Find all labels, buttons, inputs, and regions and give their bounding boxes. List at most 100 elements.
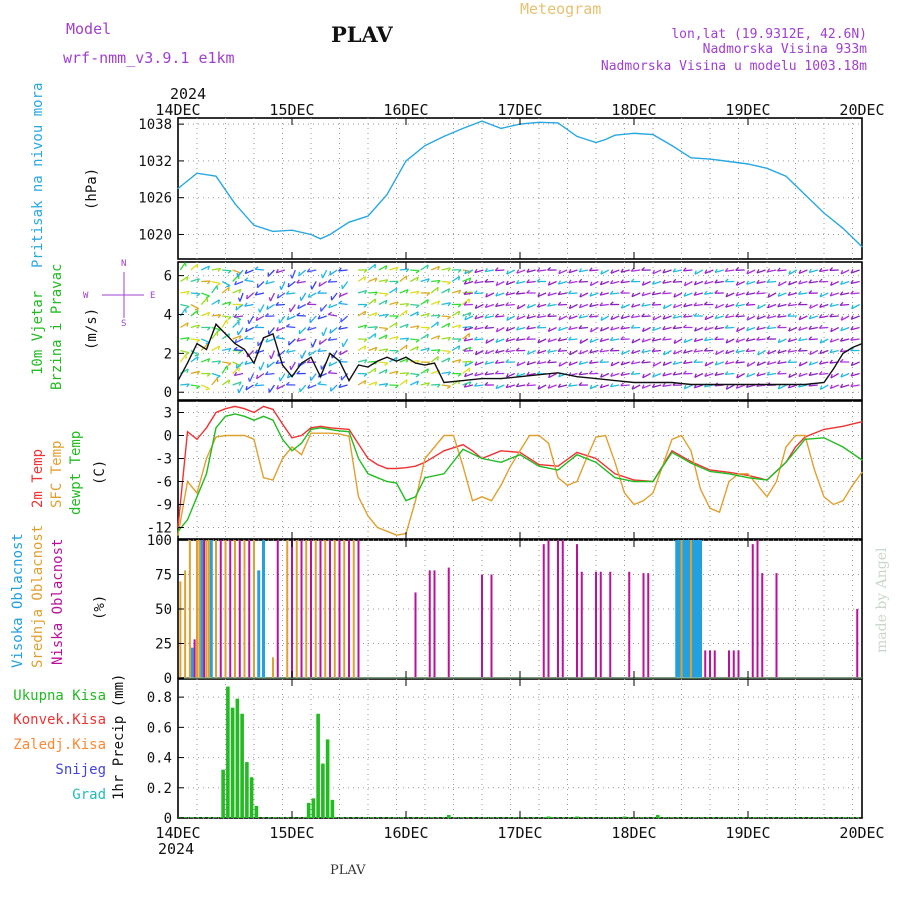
data-point: [728, 384, 729, 385]
data-point: [795, 435, 796, 436]
data-point: [861, 421, 862, 422]
cloud-bar: [320, 540, 322, 678]
y-tick-label: 75: [155, 568, 172, 584]
precip-bar: [326, 739, 330, 818]
cloud-bar: [856, 609, 858, 678]
wind-barb-head: [469, 333, 470, 337]
wind-barb-head: [406, 310, 407, 314]
data-point: [177, 188, 178, 189]
data-point: [795, 446, 796, 447]
data-point: [405, 160, 406, 161]
data-point: [766, 168, 767, 169]
data-point: [339, 430, 340, 431]
precip-bar: [221, 770, 225, 818]
data-point: [396, 482, 397, 483]
data-point: [500, 128, 501, 129]
panel-precip: [178, 679, 862, 818]
wind-barb: [328, 373, 337, 374]
data-point: [443, 435, 444, 436]
y-tick-label: 2: [164, 346, 172, 362]
precip-bar: [245, 762, 249, 818]
data-point: [196, 496, 197, 497]
wind-label-2: Brzina i Pravac: [49, 264, 65, 390]
data-point: [633, 382, 634, 383]
data-point: [377, 477, 378, 478]
y-tick-label: 1026: [138, 191, 172, 207]
wind-barb-head: [267, 364, 268, 368]
wind-barb-head: [299, 272, 300, 276]
data-point: [747, 384, 748, 385]
cloud-bar: [415, 592, 417, 678]
wind-barb-head: [278, 294, 279, 298]
data-point: [557, 372, 558, 373]
precip-legend-total: Ukupna Kisa: [13, 688, 106, 704]
data-point: [187, 481, 188, 482]
data-point: [842, 426, 843, 427]
data-point: [652, 134, 653, 135]
data-point: [633, 481, 634, 482]
data-point: [215, 324, 216, 325]
cloud-bar: [557, 540, 559, 678]
cloud-bar: [334, 540, 336, 678]
data-point: [272, 479, 273, 480]
cloud-bar: [728, 650, 730, 678]
data-point: [272, 231, 273, 232]
precip-bar: [547, 816, 551, 818]
data-point: [709, 158, 710, 159]
data-point: [652, 481, 653, 482]
data-point: [272, 409, 273, 410]
data-point: [367, 215, 368, 216]
data-point: [633, 479, 634, 480]
data-point: [624, 492, 625, 493]
data-point: [738, 473, 739, 474]
data-point: [234, 343, 235, 344]
data-point: [595, 436, 596, 437]
wind-barb-head: [290, 308, 291, 312]
data-point: [538, 466, 539, 467]
wind-barb-head: [375, 368, 376, 372]
data-point: [671, 439, 672, 440]
wind-barb-head: [375, 334, 376, 338]
wind-barb-head: [279, 377, 280, 381]
data-point: [766, 384, 767, 385]
data-point: [548, 443, 549, 444]
cloud-bar: [576, 544, 578, 678]
wind-barb: [191, 293, 200, 294]
precip-unit: 1hr Precip (mm): [111, 674, 127, 800]
data-point: [747, 163, 748, 164]
cloud-bar: [752, 544, 754, 678]
data-point: [225, 408, 226, 409]
data-point: [320, 238, 321, 239]
data-point: [833, 504, 834, 505]
data-point: [671, 145, 672, 146]
wind-barb-head: [229, 287, 230, 291]
cloud-bar: [709, 650, 711, 678]
wind-barb: [410, 270, 419, 271]
data-point: [301, 454, 302, 455]
data-point: [671, 382, 672, 383]
data-point: [339, 361, 340, 362]
cloud-bar: [229, 540, 231, 678]
cloud-bar: [184, 570, 186, 678]
precip-bar: [321, 764, 325, 818]
wind-barb: [410, 305, 419, 306]
meteogram-label: Meteogram: [520, 0, 601, 18]
data-point: [500, 378, 501, 379]
data-point: [424, 477, 425, 478]
y-tick-label: 1020: [138, 227, 172, 243]
data-point: [671, 452, 672, 453]
wind-barb-head: [469, 299, 470, 303]
cloud-bar: [434, 570, 436, 678]
data-point: [377, 527, 378, 528]
data-point: [196, 439, 197, 440]
data-point: [747, 477, 748, 478]
data-point: [282, 439, 283, 440]
data-point: [234, 413, 235, 414]
data-point: [576, 481, 577, 482]
precip-bar: [255, 806, 259, 818]
cloud-bar: [301, 540, 303, 678]
data-point: [291, 437, 292, 438]
data-point: [595, 378, 596, 379]
data-point: [519, 450, 520, 451]
